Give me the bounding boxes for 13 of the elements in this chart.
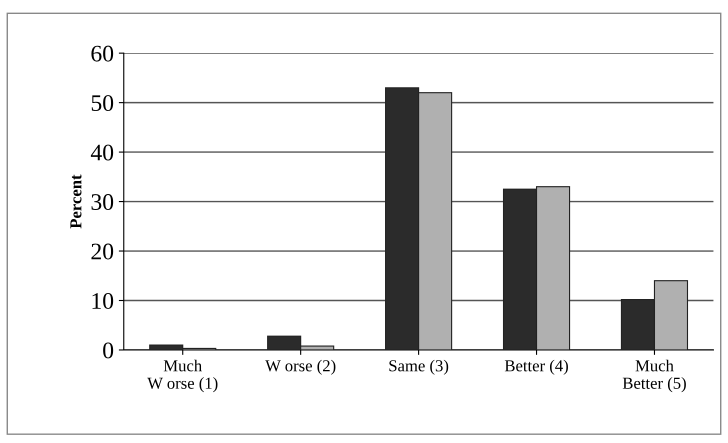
x-tick-label: Much Better (5) [622,360,686,392]
y-tick-label: 10 [92,292,114,309]
y-tick-label: 60 [91,46,114,62]
y-tick-label: 20 [91,244,114,260]
y-tick-label: 50 [92,95,114,112]
y-tick-label: 0 [103,342,114,358]
x-tick-label: Better (4) [504,360,568,375]
x-tick-label: W orse (2) [265,360,336,375]
x-tick-label: Much W orse (1) [147,360,218,392]
y-tick-label: 40 [90,144,114,161]
y-tick-label: 30 [92,194,114,210]
y-axis-title: Percent [70,174,82,228]
x-tick-label: Same (3) [389,360,448,375]
